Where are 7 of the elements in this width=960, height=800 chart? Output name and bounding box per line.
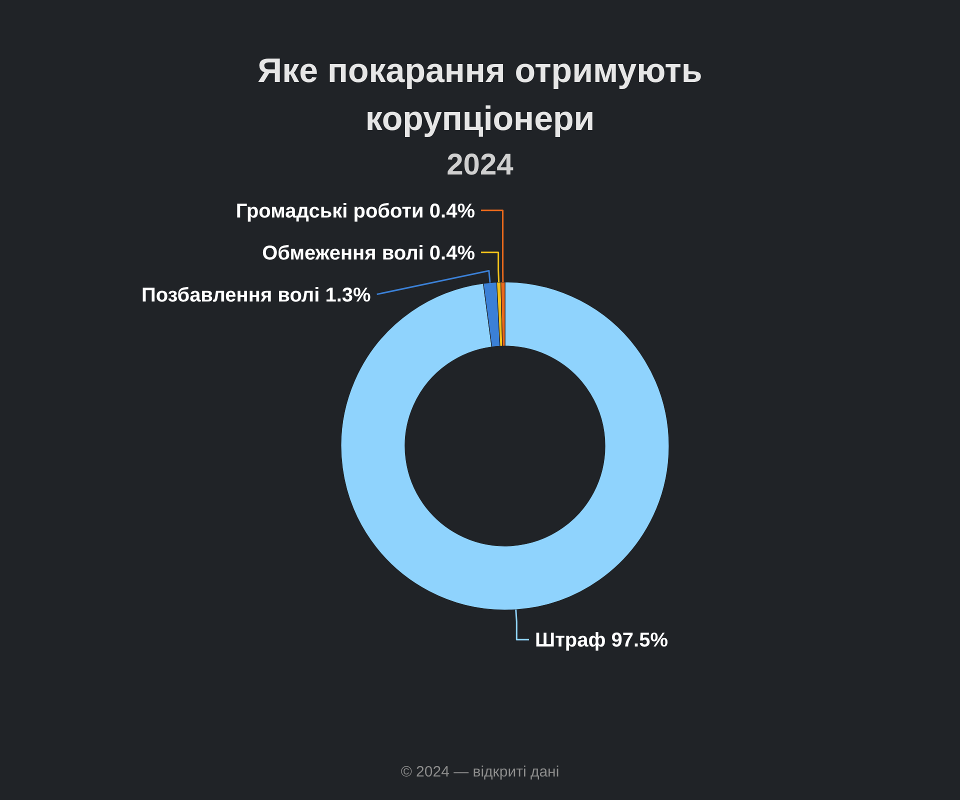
text: © 2024 — відкриті дані bbox=[400, 763, 560, 780]
chart-title: Яке покарання отримують корупціонери bbox=[258, 52, 702, 138]
slice-label: Громадські роботи 0.4% bbox=[236, 200, 476, 222]
slice-label: Обмеження волі 0.4% bbox=[262, 242, 476, 264]
slice-label: Позбавлення волі 1.3% bbox=[141, 284, 372, 306]
chart-subtitle: 2024 bbox=[446, 148, 514, 182]
slice-label: Штраф 97.5% bbox=[535, 630, 668, 652]
